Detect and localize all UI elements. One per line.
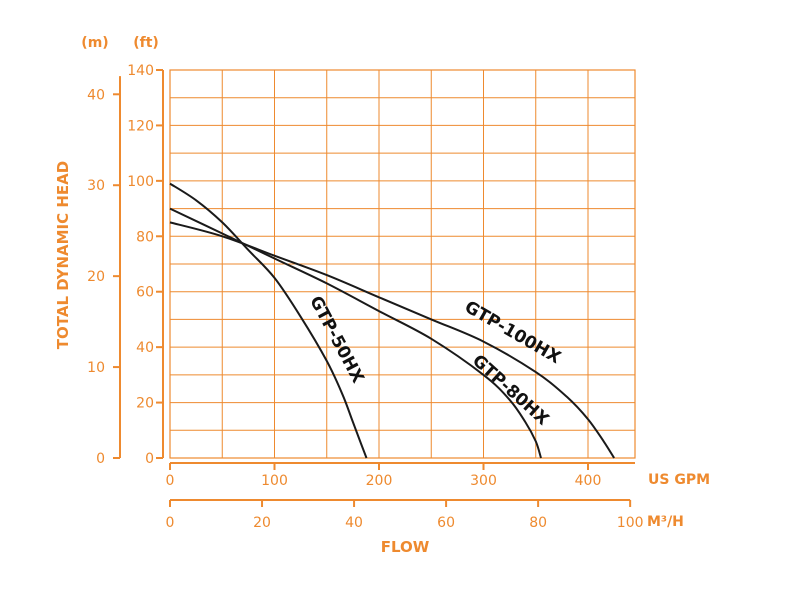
y-ft-tick-label: 40: [136, 340, 154, 356]
curve-label-gtp-80hx: GTP-80HX: [468, 351, 552, 430]
y-ft-tick-label: 60: [136, 285, 154, 301]
x-m3h-unit-label: M³/H: [647, 514, 684, 530]
curve-gtp-100hx: [169, 221, 615, 459]
y-axis-title: TOTAL DYNAMIC HEAD: [54, 161, 72, 349]
x-m3h-tick-label: 0: [166, 515, 175, 531]
x-m3h-tick-label: 20: [253, 515, 271, 531]
y-ft-tick-label: 120: [127, 118, 154, 134]
y-ft-tick-label: 100: [127, 174, 154, 190]
x-m3h-tick-label: 60: [437, 515, 455, 531]
curve-gtp-80hx: [169, 207, 542, 459]
y-m-tick-label: 0: [96, 451, 105, 467]
y-m-tick-label: 30: [87, 178, 105, 194]
y-m-tick-label: 40: [87, 87, 105, 103]
y-m-unit-label: (m): [81, 35, 108, 51]
curves: [169, 182, 615, 459]
x-m3h-tick-label: 40: [345, 515, 363, 531]
curve-gtp-50hx: [169, 182, 368, 459]
y-ft-tick-label: 0: [145, 451, 154, 467]
x-gpm-unit-label: US GPM: [648, 472, 710, 488]
x-gpm-tick-label: 0: [166, 473, 175, 489]
y-ft-tick-label: 140: [127, 63, 154, 79]
y-ft-unit-label: (ft): [133, 35, 159, 51]
axes: [113, 69, 635, 507]
x-m3h-tick-label: 100: [617, 515, 644, 531]
y-m-tick-label: 20: [87, 269, 105, 285]
x-m3h-tick-label: 80: [529, 515, 547, 531]
labels: TOTAL DYNAMIC HEAD FLOW (ft) (m) US GPM …: [54, 35, 710, 556]
x-gpm-tick-label: 300: [470, 473, 497, 489]
y-ft-tick-label: 20: [136, 396, 154, 412]
x-gpm-tick-label: 100: [261, 473, 288, 489]
x-axis-title: FLOW: [381, 538, 430, 556]
y-ft-tick-label: 80: [136, 229, 154, 245]
x-gpm-tick-label: 400: [575, 473, 602, 489]
x-gpm-tick-label: 200: [366, 473, 393, 489]
y-m-tick-label: 10: [87, 360, 105, 376]
grid: [169, 69, 636, 459]
